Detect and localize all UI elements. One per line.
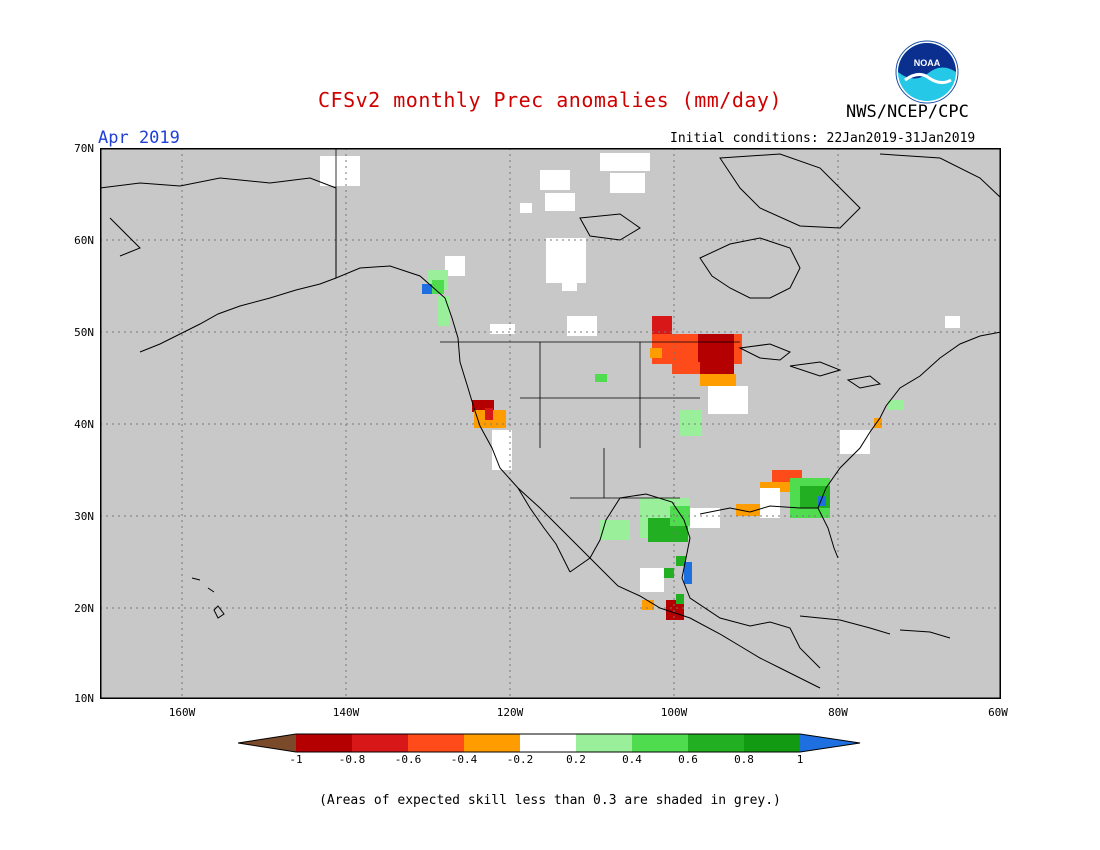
- legend-tick: -1: [289, 753, 303, 766]
- legend-swatch: [464, 734, 520, 752]
- legend-arrow-high: [800, 734, 860, 752]
- legend-swatch: [688, 734, 744, 752]
- lon-label: 160W: [168, 706, 196, 719]
- legend-tick: -0.6: [394, 753, 422, 766]
- lon-label: 120W: [496, 706, 524, 719]
- lat-label: 10N: [74, 692, 94, 705]
- anomaly-patch: [700, 374, 736, 386]
- anomaly-patch: [684, 562, 692, 584]
- legend-swatch: [352, 734, 408, 752]
- graticule: [100, 148, 1001, 699]
- anomaly-patch: [650, 348, 662, 358]
- map-frame: [100, 148, 1001, 699]
- anomaly-patch: [422, 284, 432, 294]
- initial-conditions-label: Initial conditions: 22Jan2019-31Jan2019: [670, 131, 976, 146]
- lon-label: 80W: [828, 706, 848, 719]
- chart-title: CFSv2 monthly Prec anomalies (mm/day): [317, 88, 783, 112]
- lat-label: 60N: [74, 234, 94, 247]
- anomaly-patch: [818, 496, 826, 506]
- legend-tick: 0.2: [566, 753, 586, 766]
- anomaly-patch: [874, 418, 882, 428]
- agency-label: NWS/NCEP/CPC: [846, 102, 969, 122]
- legend-tick: 0.8: [734, 753, 754, 766]
- anomaly-patch: [652, 316, 672, 334]
- anomaly-patch: [567, 316, 597, 336]
- forecast-month: Apr 2019: [98, 128, 180, 148]
- anomaly-patch: [320, 156, 360, 186]
- anomaly-patch: [840, 430, 870, 454]
- legend-tick: -0.2: [506, 753, 534, 766]
- anomaly-patch: [562, 283, 577, 291]
- legend-swatch: [576, 734, 632, 752]
- anomaly-patch: [546, 238, 586, 283]
- anomaly-patch: [438, 296, 450, 326]
- lon-label: 60W: [988, 706, 1008, 719]
- anomaly-patch: [545, 193, 575, 211]
- footnote: (Areas of expected skill less than 0.3 a…: [319, 793, 781, 808]
- anomaly-patch: [640, 568, 664, 592]
- anomaly-patch: [676, 594, 684, 604]
- anomaly-patch: [676, 556, 686, 566]
- coastlines: [100, 153, 1001, 689]
- lat-label: 20N: [74, 602, 94, 615]
- anomaly-patch: [760, 488, 780, 518]
- legend-tick: -0.4: [450, 753, 478, 766]
- anomaly-patch: [698, 334, 734, 374]
- lat-label: 40N: [74, 418, 94, 431]
- anomaly-patch: [445, 256, 465, 276]
- legend-tick: 0.4: [622, 753, 642, 766]
- anomaly-patch: [610, 173, 645, 193]
- legend-swatch: [408, 734, 464, 752]
- anomaly-patch: [432, 280, 444, 294]
- logo-text: NOAA: [914, 58, 941, 68]
- lat-label: 50N: [74, 326, 94, 339]
- legend-tick: -0.8: [338, 753, 366, 766]
- lon-label: 100W: [660, 706, 688, 719]
- anomaly-patch: [708, 386, 748, 414]
- anomaly-patch: [520, 203, 532, 213]
- anomaly-patch: [600, 520, 630, 540]
- noaa-logo: NOAA: [895, 40, 959, 104]
- legend-swatch: [744, 734, 800, 752]
- anomaly-patch: [485, 408, 493, 420]
- anomaly-patch: [680, 410, 702, 436]
- anomaly-patch: [595, 374, 607, 382]
- political-boundaries: [335, 148, 740, 499]
- anomaly-patch: [492, 430, 512, 470]
- lat-label: 30N: [74, 510, 94, 523]
- color-legend: [238, 733, 861, 753]
- lon-label: 140W: [332, 706, 360, 719]
- anomaly-patch: [664, 568, 674, 578]
- legend-swatch: [296, 734, 352, 752]
- legend-tick: 1: [796, 753, 804, 766]
- anomaly-patch: [642, 600, 654, 610]
- anomaly-patch: [888, 400, 904, 410]
- anomaly-patch: [490, 324, 515, 334]
- map-panel: [100, 148, 1001, 699]
- anomaly-patch: [736, 504, 760, 516]
- anomaly-patch: [690, 508, 720, 528]
- legend-swatch: [632, 734, 688, 752]
- anomaly-patch: [600, 153, 650, 171]
- anomaly-patch: [760, 482, 800, 492]
- anomaly-patch: [540, 170, 570, 190]
- legend-arrow-low: [238, 734, 296, 752]
- anomaly-patch: [670, 506, 690, 526]
- anomaly-patch: [945, 316, 960, 328]
- legend-tick: 0.6: [678, 753, 698, 766]
- legend-swatch: [520, 734, 576, 752]
- anomaly-patch: [672, 362, 700, 374]
- lat-label: 70N: [74, 142, 94, 155]
